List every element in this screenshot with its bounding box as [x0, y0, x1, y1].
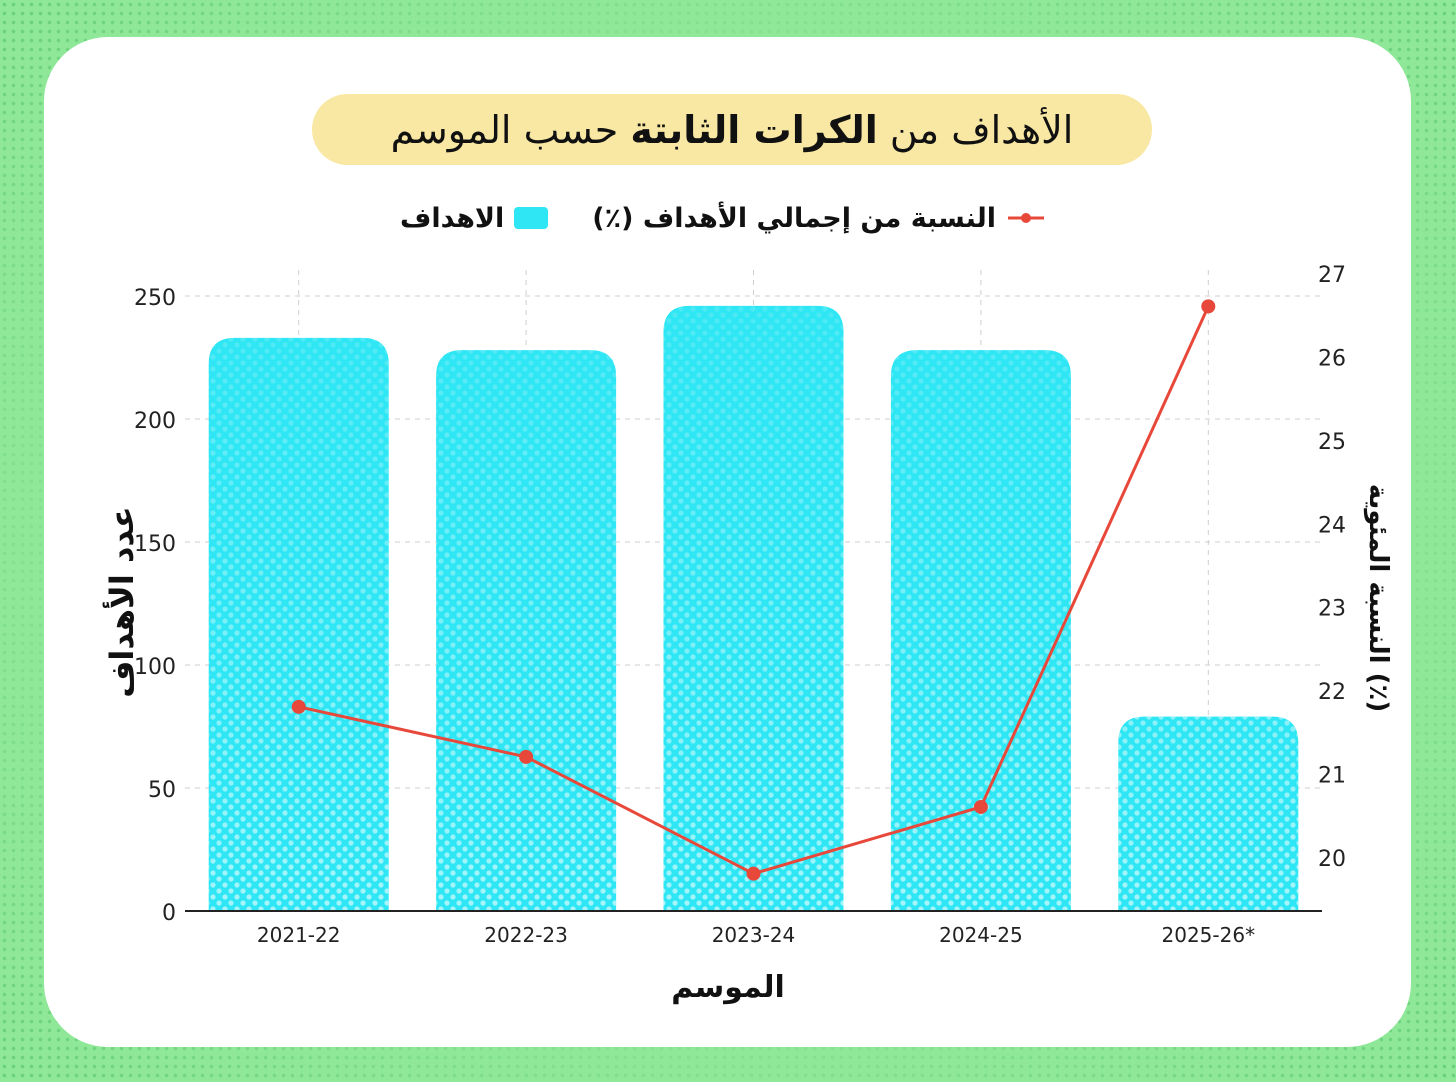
y-tick-label: 150 [134, 532, 176, 557]
legend-item-line[interactable]: النسبة من إجمالي الأهداف (٪) [592, 203, 1046, 234]
legend: النسبة من إجمالي الأهداف (٪) الاهداف [400, 195, 1050, 241]
x-tick-label: 2025-26* [1162, 923, 1256, 947]
line-point-2023-24[interactable] [746, 866, 761, 881]
y2-tick-label: 25 [1318, 430, 1346, 455]
x-tick-label: 2021-22 [257, 923, 341, 947]
y2-axis-title: النسبة المئوية (٪) [1363, 483, 1393, 713]
title-part-3: حسب الموسم [390, 107, 619, 152]
legend-item-bar[interactable]: الاهداف [400, 202, 549, 234]
line-point-2021-22[interactable] [291, 699, 306, 714]
line-point-2024-25[interactable] [973, 799, 988, 814]
y2-tick-label: 20 [1318, 847, 1346, 872]
line-point-2025-26*[interactable] [1201, 299, 1216, 314]
bar-2022-23[interactable] [436, 350, 617, 911]
line-marker-icon [1008, 213, 1045, 223]
y-tick-label: 250 [134, 286, 176, 311]
x-tick-label: 2023-24 [712, 923, 796, 947]
y2-tick-label: 26 [1318, 346, 1346, 371]
y2-tick-label: 27 [1318, 263, 1346, 288]
y-tick-label: 200 [134, 409, 176, 434]
y-tick-label: 100 [134, 655, 176, 680]
legend-bar-label: الاهداف [400, 202, 505, 234]
title-part-1: الأهداف من [889, 107, 1074, 152]
legend-line-label: النسبة من إجمالي الأهداف (٪) [592, 202, 997, 234]
bar-2021-22[interactable] [208, 337, 389, 911]
y2-tick-label: 21 [1318, 764, 1346, 789]
y2-tick-label: 22 [1318, 680, 1346, 705]
chart-title: الأهداف من الكرات الثابتة حسب الموسم [312, 94, 1152, 165]
y2-tick-label: 24 [1318, 513, 1346, 538]
title-part-2: الكرات الثابتة [630, 107, 878, 152]
line-point-2022-23[interactable] [519, 749, 534, 764]
x-tick-label: 2024-25 [939, 923, 1023, 947]
y-tick-label: 50 [148, 778, 176, 803]
y-tick-label: 0 [162, 901, 176, 926]
bar-swatch-icon [514, 207, 549, 229]
bar-2024-25[interactable] [890, 350, 1071, 911]
bar-2025-26*[interactable] [1118, 716, 1299, 911]
y-axis-title: عدد الأهداف [103, 506, 141, 698]
y2-tick-label: 23 [1318, 597, 1346, 622]
x-tick-label: 2022-23 [484, 923, 568, 947]
bar-2023-24[interactable] [663, 305, 844, 912]
x-axis-title: الموسم [671, 970, 785, 1005]
